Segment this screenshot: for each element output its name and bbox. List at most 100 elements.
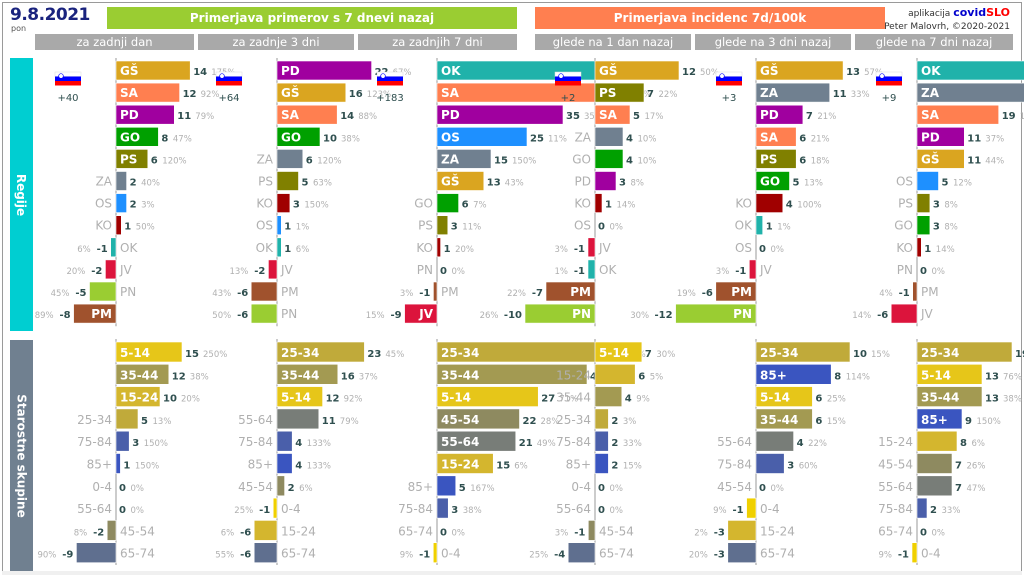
bar-category-label: JV — [759, 263, 773, 277]
bar-percent-label: 1% — [296, 223, 310, 233]
bar — [276, 60, 372, 81]
bar — [594, 341, 643, 363]
bar — [594, 171, 617, 191]
bar — [276, 453, 293, 474]
bar-category-label: KO — [95, 219, 112, 233]
bar-value-label: 4 — [797, 438, 804, 449]
bar-percent-label: 1% — [555, 267, 569, 277]
bar-percent-label: 13% — [229, 267, 248, 277]
bar-value-label: 11 — [833, 89, 847, 100]
bar — [755, 363, 832, 385]
bar-category-label: OS — [735, 241, 752, 255]
bar-percent-label: 33% — [623, 439, 642, 449]
bar-value-label: 6 — [638, 371, 645, 382]
cases-comparison-header: Primerjava primerov s 7 dnevi nazaj — [107, 7, 517, 29]
bar-category-label: 5-14 — [281, 391, 311, 405]
bar-value-label: 6 — [799, 133, 806, 144]
bar — [916, 363, 983, 385]
bar-percent-label: 26% — [967, 462, 986, 472]
bar — [755, 171, 790, 191]
bar-value-label: -1 — [574, 527, 585, 538]
bar — [916, 215, 931, 235]
bar — [755, 386, 813, 407]
bar — [594, 149, 624, 169]
bar-percent-label: 47% — [967, 484, 986, 494]
bar — [115, 127, 159, 147]
bar-value-label: 3 — [451, 222, 458, 233]
bar — [916, 60, 1024, 81]
bar-value-label: -10 — [504, 310, 522, 321]
bar — [276, 127, 321, 147]
bar-value-label: 11 — [967, 155, 981, 166]
bar-percent-label: 90% — [37, 551, 56, 561]
bar-value-label: 2 — [930, 505, 937, 516]
bar-value-label: -3 — [714, 527, 725, 538]
bar-percent-label: 3% — [555, 528, 569, 538]
bar-category-label: PM — [91, 307, 112, 321]
bar-category-label: 45-54 — [878, 458, 913, 472]
bar — [594, 104, 631, 125]
bar-percent-label: 63% — [313, 179, 332, 189]
bar-value-label: 16 — [341, 371, 355, 382]
bar — [727, 520, 757, 541]
bar-value-label: 16 — [349, 89, 363, 100]
bar — [916, 408, 963, 430]
bar-value-label: 13 — [846, 67, 860, 78]
bar-value-label: 2 — [130, 200, 137, 211]
bar — [594, 386, 623, 407]
bar-category-label: ZA — [921, 86, 940, 100]
bar — [916, 341, 1013, 363]
bar-percent-label: 167% — [470, 484, 494, 494]
bar-percent-label: 35% — [584, 112, 603, 122]
column-header-5: glede na 3 dni nazaj — [695, 34, 851, 50]
bar — [276, 193, 291, 213]
column-header-4: glede na 1 dan nazaj — [535, 34, 691, 50]
bar-category-label: 25-34 — [77, 413, 112, 427]
bar-category-label: GŠ — [120, 63, 139, 78]
bar-category-label: 15-24 — [760, 524, 795, 538]
bar-value-label: -4 — [554, 550, 565, 561]
bar-percent-label: 8% — [944, 201, 958, 211]
bar-percent-label: 0% — [131, 484, 145, 494]
ages-section-label: Starostne skupine — [10, 340, 33, 571]
bar-value-label: 4 — [295, 438, 302, 449]
bar-category-label: PM — [570, 285, 591, 299]
bar-value-label: 19 — [1015, 349, 1024, 360]
bar-category-label: 85+ — [248, 458, 273, 472]
bar — [276, 408, 320, 430]
bar-category-label: PD — [760, 108, 779, 122]
bar-percent-label: 26% — [480, 311, 499, 321]
bar-category-label: 35-44 — [760, 413, 798, 427]
bar-value-label: 15 — [494, 155, 508, 166]
bar-percent-label: 4% — [879, 289, 893, 299]
bar — [115, 363, 170, 385]
bar-percent-label: 0% — [771, 245, 785, 255]
bar-value-label: -3 — [714, 550, 725, 561]
bar-value-label: 35 — [566, 111, 580, 122]
bar-percent-label: 15% — [366, 311, 385, 321]
bar — [594, 430, 609, 452]
bar-value-label: 1 — [284, 244, 291, 255]
bar — [755, 82, 830, 103]
bar-percent-label: 15% — [827, 417, 846, 427]
bar-category-label: 55-64 — [441, 435, 479, 449]
bar-percent-label: 43% — [505, 179, 524, 189]
bar-category-label: OS — [574, 219, 591, 233]
bar-category-label: 5-14 — [760, 391, 790, 405]
bar — [73, 303, 117, 324]
bar-category-label: JV — [418, 307, 433, 321]
bar — [115, 430, 130, 452]
bar — [110, 237, 117, 258]
slovenia-flag-icon — [216, 81, 242, 86]
bar-value-label: 6 — [799, 155, 806, 166]
bar-percent-label: 0% — [452, 528, 466, 538]
bar — [89, 281, 117, 302]
bar-percent-label: 123% — [367, 90, 391, 100]
bar-value-label: 5 — [793, 178, 800, 189]
bar-category-label: ZA — [441, 152, 460, 166]
bar-value-label: 1 — [284, 222, 291, 233]
slovenia-flag-icon — [216, 76, 242, 81]
bar-value-label: 0 — [759, 244, 766, 255]
bar — [715, 281, 757, 302]
bar-category-label: 5-14 — [599, 346, 629, 360]
